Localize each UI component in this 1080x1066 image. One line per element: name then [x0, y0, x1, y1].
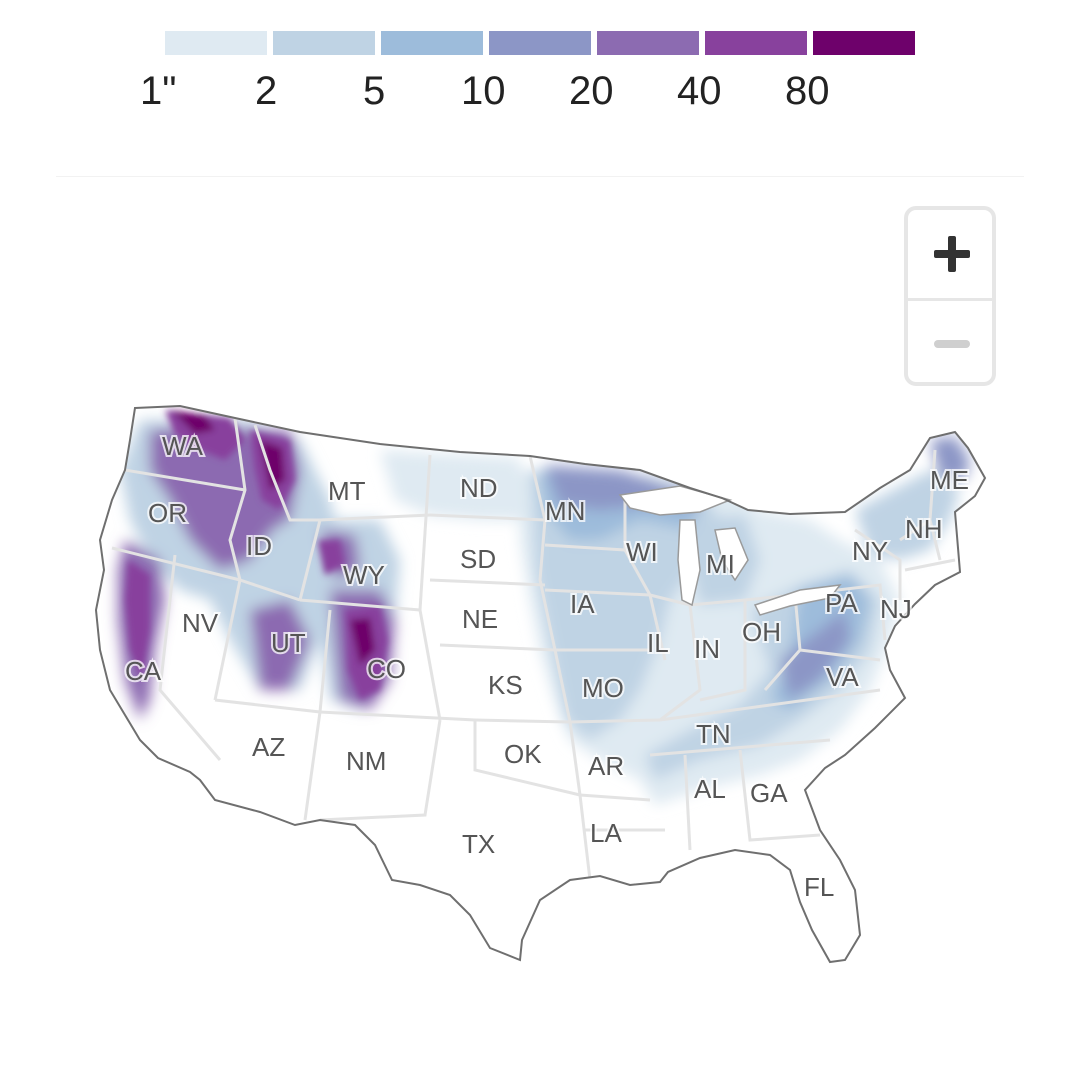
- state-label-ga: GA: [750, 778, 788, 808]
- divider: [56, 176, 1024, 177]
- state-label-id: ID: [246, 531, 272, 561]
- legend-swatch: [489, 31, 591, 55]
- state-label-co: CO: [367, 654, 406, 684]
- zoom-out-button[interactable]: [908, 300, 992, 386]
- state-label-ok: OK: [504, 739, 542, 769]
- state-label-ny: NY: [852, 536, 888, 566]
- us-map-svg: WA OR CA ID NV MT WY UT AZ CO NM ND SD N…: [95, 405, 986, 963]
- legend-swatch: [813, 31, 915, 55]
- state-label-mi: MI: [706, 549, 735, 579]
- legend-swatch: [705, 31, 807, 55]
- state-label-me: ME: [930, 465, 969, 495]
- state-label-wi: WI: [626, 537, 658, 567]
- great-lakes: [618, 485, 842, 616]
- state-label-al: AL: [694, 774, 726, 804]
- state-label-mo: MO: [582, 673, 624, 703]
- state-label-ia: IA: [570, 589, 595, 619]
- state-label-ne: NE: [462, 604, 498, 634]
- state-label-tn: TN: [696, 719, 731, 749]
- legend-swatch: [597, 31, 699, 55]
- legend-label: 10: [461, 69, 506, 113]
- legend-label: 40: [677, 69, 722, 113]
- state-label-wa: WA: [162, 431, 204, 461]
- state-label-nh: NH: [905, 514, 943, 544]
- state-label-nd: ND: [460, 473, 498, 503]
- legend-label: 2: [255, 69, 278, 113]
- zoom-in-button[interactable]: [908, 210, 992, 296]
- state-label-ar: AR: [588, 751, 624, 781]
- state-label-sd: SD: [460, 544, 496, 574]
- snowfall-legend: 1" 2 5 10 20 40 80: [0, 0, 1080, 130]
- legend-label: 5: [363, 69, 386, 113]
- state-label-nj: NJ: [880, 594, 912, 624]
- state-label-mt: MT: [328, 476, 366, 506]
- legend-label: 1": [140, 69, 177, 113]
- state-label-tx: TX: [462, 829, 495, 859]
- legend-swatch: [165, 31, 267, 55]
- zoom-control: [904, 206, 996, 386]
- snowfall-map[interactable]: WA OR CA ID NV MT WY UT AZ CO NM ND SD N…: [0, 180, 1080, 1066]
- state-label-la: LA: [590, 818, 622, 848]
- legend-swatch: [381, 31, 483, 55]
- state-label-nv: NV: [182, 608, 219, 638]
- state-label-va: VA: [826, 662, 859, 692]
- state-label-or: OR: [148, 498, 187, 528]
- state-label-wy: WY: [343, 560, 385, 590]
- state-label-ca: CA: [125, 656, 162, 686]
- state-label-nm: NM: [346, 746, 386, 776]
- state-label-pa: PA: [825, 588, 858, 618]
- state-borders: [111, 417, 956, 881]
- legend-label: 80: [785, 69, 830, 113]
- state-label-ks: KS: [488, 670, 523, 700]
- legend-label: 20: [569, 69, 614, 113]
- zoom-separator: [908, 298, 992, 301]
- state-label-ut: UT: [271, 628, 306, 658]
- state-label-mn: MN: [545, 496, 585, 526]
- state-label-in: IN: [694, 634, 720, 664]
- state-label-fl: FL: [804, 872, 834, 902]
- state-label-oh: OH: [742, 617, 781, 647]
- state-labels: WA OR CA ID NV MT WY UT AZ CO NM ND SD N…: [123, 429, 971, 904]
- state-label-il: IL: [647, 628, 669, 658]
- state-label-az: AZ: [252, 732, 285, 762]
- legend-swatch: [273, 31, 375, 55]
